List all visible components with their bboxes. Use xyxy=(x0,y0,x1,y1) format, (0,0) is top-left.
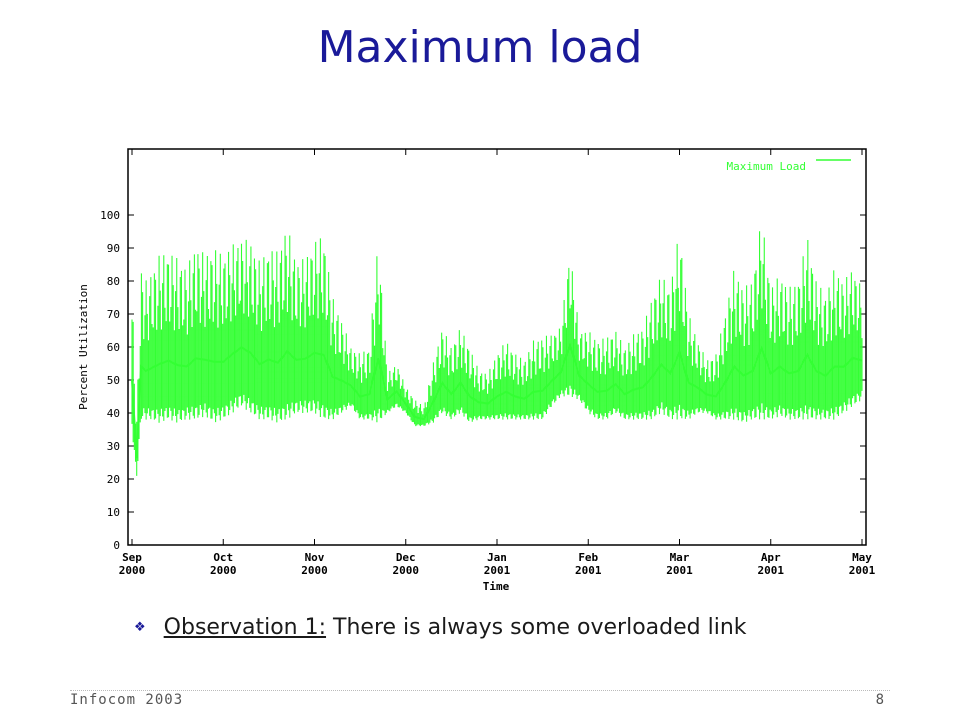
series-max-load-trace xyxy=(131,231,863,476)
y-tick-label: 30 xyxy=(107,440,120,453)
x-tick-label-year: 2000 xyxy=(119,564,146,577)
diamond-bullet-icon: ❖ xyxy=(134,620,146,635)
y-tick-label: 40 xyxy=(107,407,120,420)
x-tick-label-month: Oct xyxy=(213,551,233,564)
x-tick-label-year: 2001 xyxy=(849,564,876,577)
footer-conference: Infocom 2003 xyxy=(70,692,184,708)
x-axis-ticks: Sep2000Oct2000Nov2000Dec2000Jan2001Feb20… xyxy=(119,149,876,577)
slide-number: 8 xyxy=(875,692,884,708)
y-tick-label: 80 xyxy=(107,275,120,288)
y-tick-label: 60 xyxy=(107,341,120,354)
x-tick-label-year: 2000 xyxy=(210,564,237,577)
observation-label: Observation 1: xyxy=(163,615,327,640)
x-tick-label-month: Dec xyxy=(396,551,416,564)
x-tick-label-year: 2000 xyxy=(393,564,420,577)
y-tick-label: 70 xyxy=(107,308,120,321)
x-tick-label-year: 2001 xyxy=(666,564,693,577)
y-axis-ticks: 0 10 20 30 40 50 60 70 80 90 100 xyxy=(100,209,866,552)
y-tick-label: 100 xyxy=(100,209,120,222)
y-tick-label: 50 xyxy=(107,374,120,387)
x-tick-label-month: Jan xyxy=(487,551,507,564)
footer-divider xyxy=(70,690,890,691)
x-tick-label-year: 2000 xyxy=(301,564,328,577)
max-load-series xyxy=(131,231,863,476)
y-tick-label: 10 xyxy=(107,506,120,519)
y-tick-label: 90 xyxy=(107,242,120,255)
x-tick-label-month: Sep xyxy=(122,551,142,564)
y-tick-label: 0 xyxy=(113,539,120,552)
x-tick-label-month: May xyxy=(852,551,872,564)
x-tick-label-month: Apr xyxy=(761,551,781,564)
x-tick-label-month: Nov xyxy=(305,551,325,564)
slide-title: Maximum load xyxy=(317,22,643,73)
x-tick-label-year: 2001 xyxy=(758,564,785,577)
observation-text: There is always some overloaded link xyxy=(326,615,747,640)
x-axis-label: Time xyxy=(483,580,510,593)
x-tick-label-month: Feb xyxy=(578,551,598,564)
x-tick-label-year: 2001 xyxy=(484,564,511,577)
observation-bullet: ❖ Observation 1: There is always some ove… xyxy=(134,615,747,640)
y-tick-label: 20 xyxy=(107,473,120,486)
series-max-load-line xyxy=(131,341,863,459)
x-tick-label-month: Mar xyxy=(670,551,690,564)
legend-entry-maximum-load: Maximum Load xyxy=(727,160,806,173)
x-tick-label-year: 2001 xyxy=(575,564,602,577)
y-axis-label: Percent Utilization xyxy=(77,284,90,410)
